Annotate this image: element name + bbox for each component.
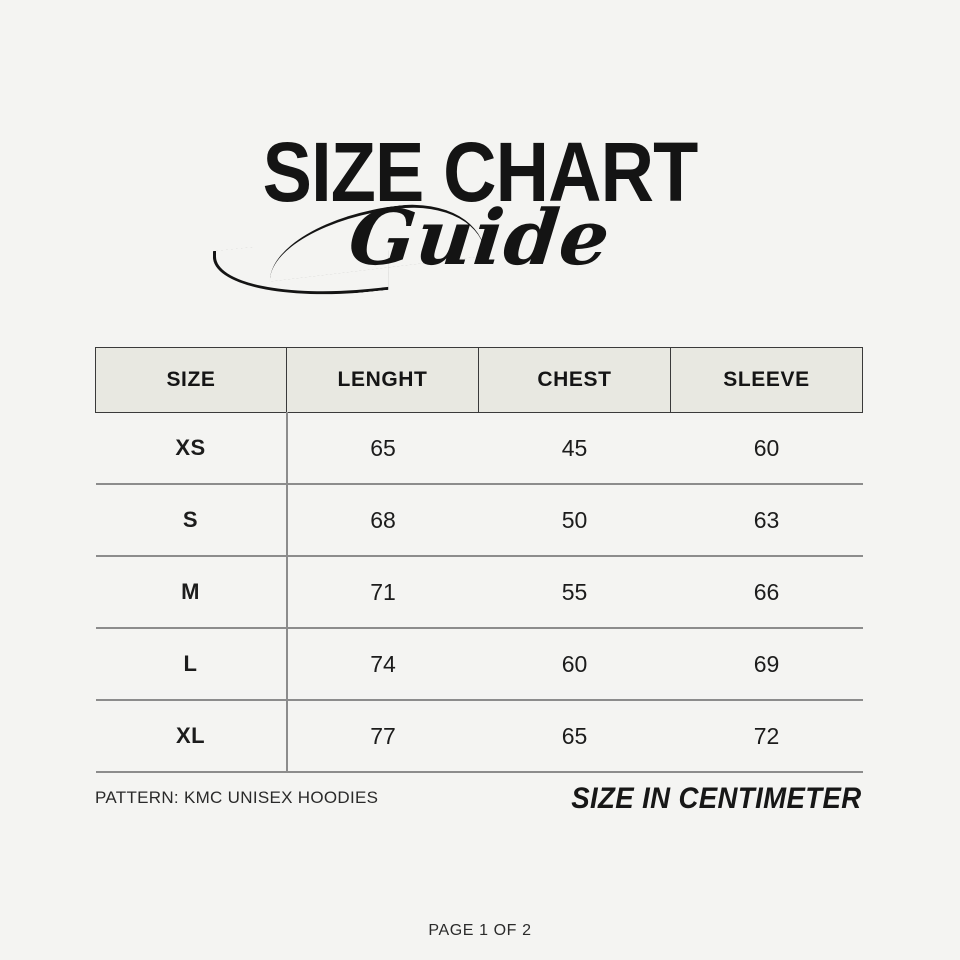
cell-length: 74 [286,628,479,701]
table-row: S 68 50 63 [95,484,863,557]
cell-size: XS [95,412,288,485]
cell-sleeve: 63 [670,484,863,557]
cell-length: 77 [286,700,479,773]
cell-length: 65 [286,412,479,485]
size-table-container: SIZE LENGHT CHEST SLEEVE XS 65 45 60 S 6… [95,347,863,773]
table-header-row: SIZE LENGHT CHEST SLEEVE [95,347,863,413]
table-row: L 74 60 69 [95,628,863,701]
page-title: SIZE CHART [262,125,699,219]
column-header-chest: CHEST [478,347,671,413]
cell-chest: 65 [478,700,671,773]
title-block: SIZE CHART Guide [0,128,960,318]
cell-sleeve: 69 [670,628,863,701]
table-header: SIZE LENGHT CHEST SLEEVE [95,347,863,413]
footer-row: PATTERN: KMC UNISEX HOODIES SIZE IN CENT… [95,782,862,836]
cell-size: S [95,484,288,557]
cell-sleeve: 60 [670,412,863,485]
page-number: PAGE 1 OF 2 [428,922,532,939]
column-header-size: SIZE [95,347,287,413]
cell-sleeve: 66 [670,556,863,629]
cell-size: L [95,628,288,701]
table-body: XS 65 45 60 S 68 50 63 M 71 55 66 [95,412,863,773]
pattern-note: PATTERN: KMC UNISEX HOODIES [95,788,379,807]
cell-length: 68 [286,484,479,557]
cell-size: M [95,556,288,629]
table-row: XS 65 45 60 [95,412,863,485]
cell-chest: 60 [478,628,671,701]
table-row: XL 77 65 72 [95,700,863,773]
size-table: SIZE LENGHT CHEST SLEEVE XS 65 45 60 S 6… [95,347,863,773]
cell-size: XL [95,700,288,773]
table-row: M 71 55 66 [95,556,863,629]
cell-chest: 50 [478,484,671,557]
column-header-sleeve: SLEEVE [670,347,863,413]
column-header-length: LENGHT [286,347,479,413]
cell-sleeve: 72 [670,700,863,773]
unit-note: SIZE IN CENTIMETER [571,782,862,815]
cell-chest: 55 [478,556,671,629]
cell-chest: 45 [478,412,671,485]
cell-length: 71 [286,556,479,629]
